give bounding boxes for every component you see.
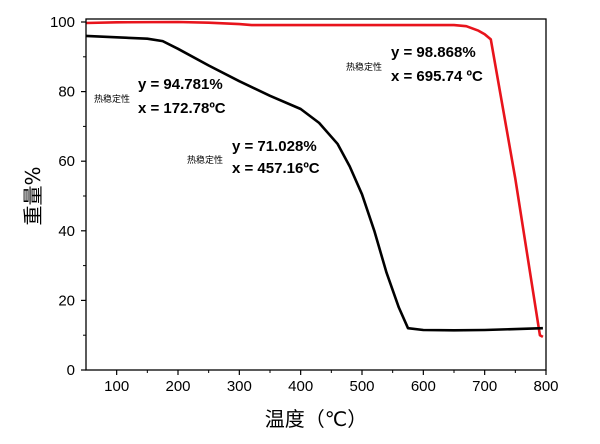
y-axis-label: 重量% bbox=[21, 166, 45, 225]
y-tick-label: 20 bbox=[58, 292, 75, 309]
x-axis-label: 温度（℃） bbox=[265, 407, 367, 431]
series-line-2 bbox=[85, 34, 543, 332]
series-line-1 bbox=[85, 20, 544, 339]
annotation-2-label: 热稳定性 bbox=[187, 154, 223, 166]
x-tick-label: 100 bbox=[104, 378, 129, 395]
x-tick-label: 300 bbox=[227, 378, 252, 395]
x-tick-label: 600 bbox=[411, 378, 436, 395]
annotation-3-label: 热稳定性 bbox=[346, 61, 382, 73]
annotation-2-x: x = 457.16ºC bbox=[232, 160, 320, 177]
annotation-3-x: x = 695.74 ºC bbox=[391, 68, 483, 85]
y-tick-label: 0 bbox=[67, 362, 75, 379]
annotation-1-label: 热稳定性 bbox=[94, 93, 130, 105]
x-tick-label: 800 bbox=[533, 378, 558, 395]
annotation-1-x: x = 172.78ºC bbox=[138, 100, 226, 117]
annotation-2-y: y = 71.028% bbox=[232, 138, 317, 155]
y-tick-label: 80 bbox=[58, 84, 75, 101]
plot-frame bbox=[85, 18, 547, 371]
x-tick-label: 700 bbox=[472, 378, 497, 395]
x-tick-label: 200 bbox=[165, 378, 190, 395]
y-tick-label: 100 bbox=[50, 14, 75, 31]
y-tick-label: 60 bbox=[58, 153, 75, 170]
x-tick-label: 500 bbox=[349, 378, 374, 395]
x-tick-label: 400 bbox=[288, 378, 313, 395]
annotation-1-y: y = 94.781% bbox=[138, 76, 223, 93]
y-tick-label: 40 bbox=[58, 223, 75, 240]
annotation-3-y: y = 98.868% bbox=[391, 44, 476, 61]
